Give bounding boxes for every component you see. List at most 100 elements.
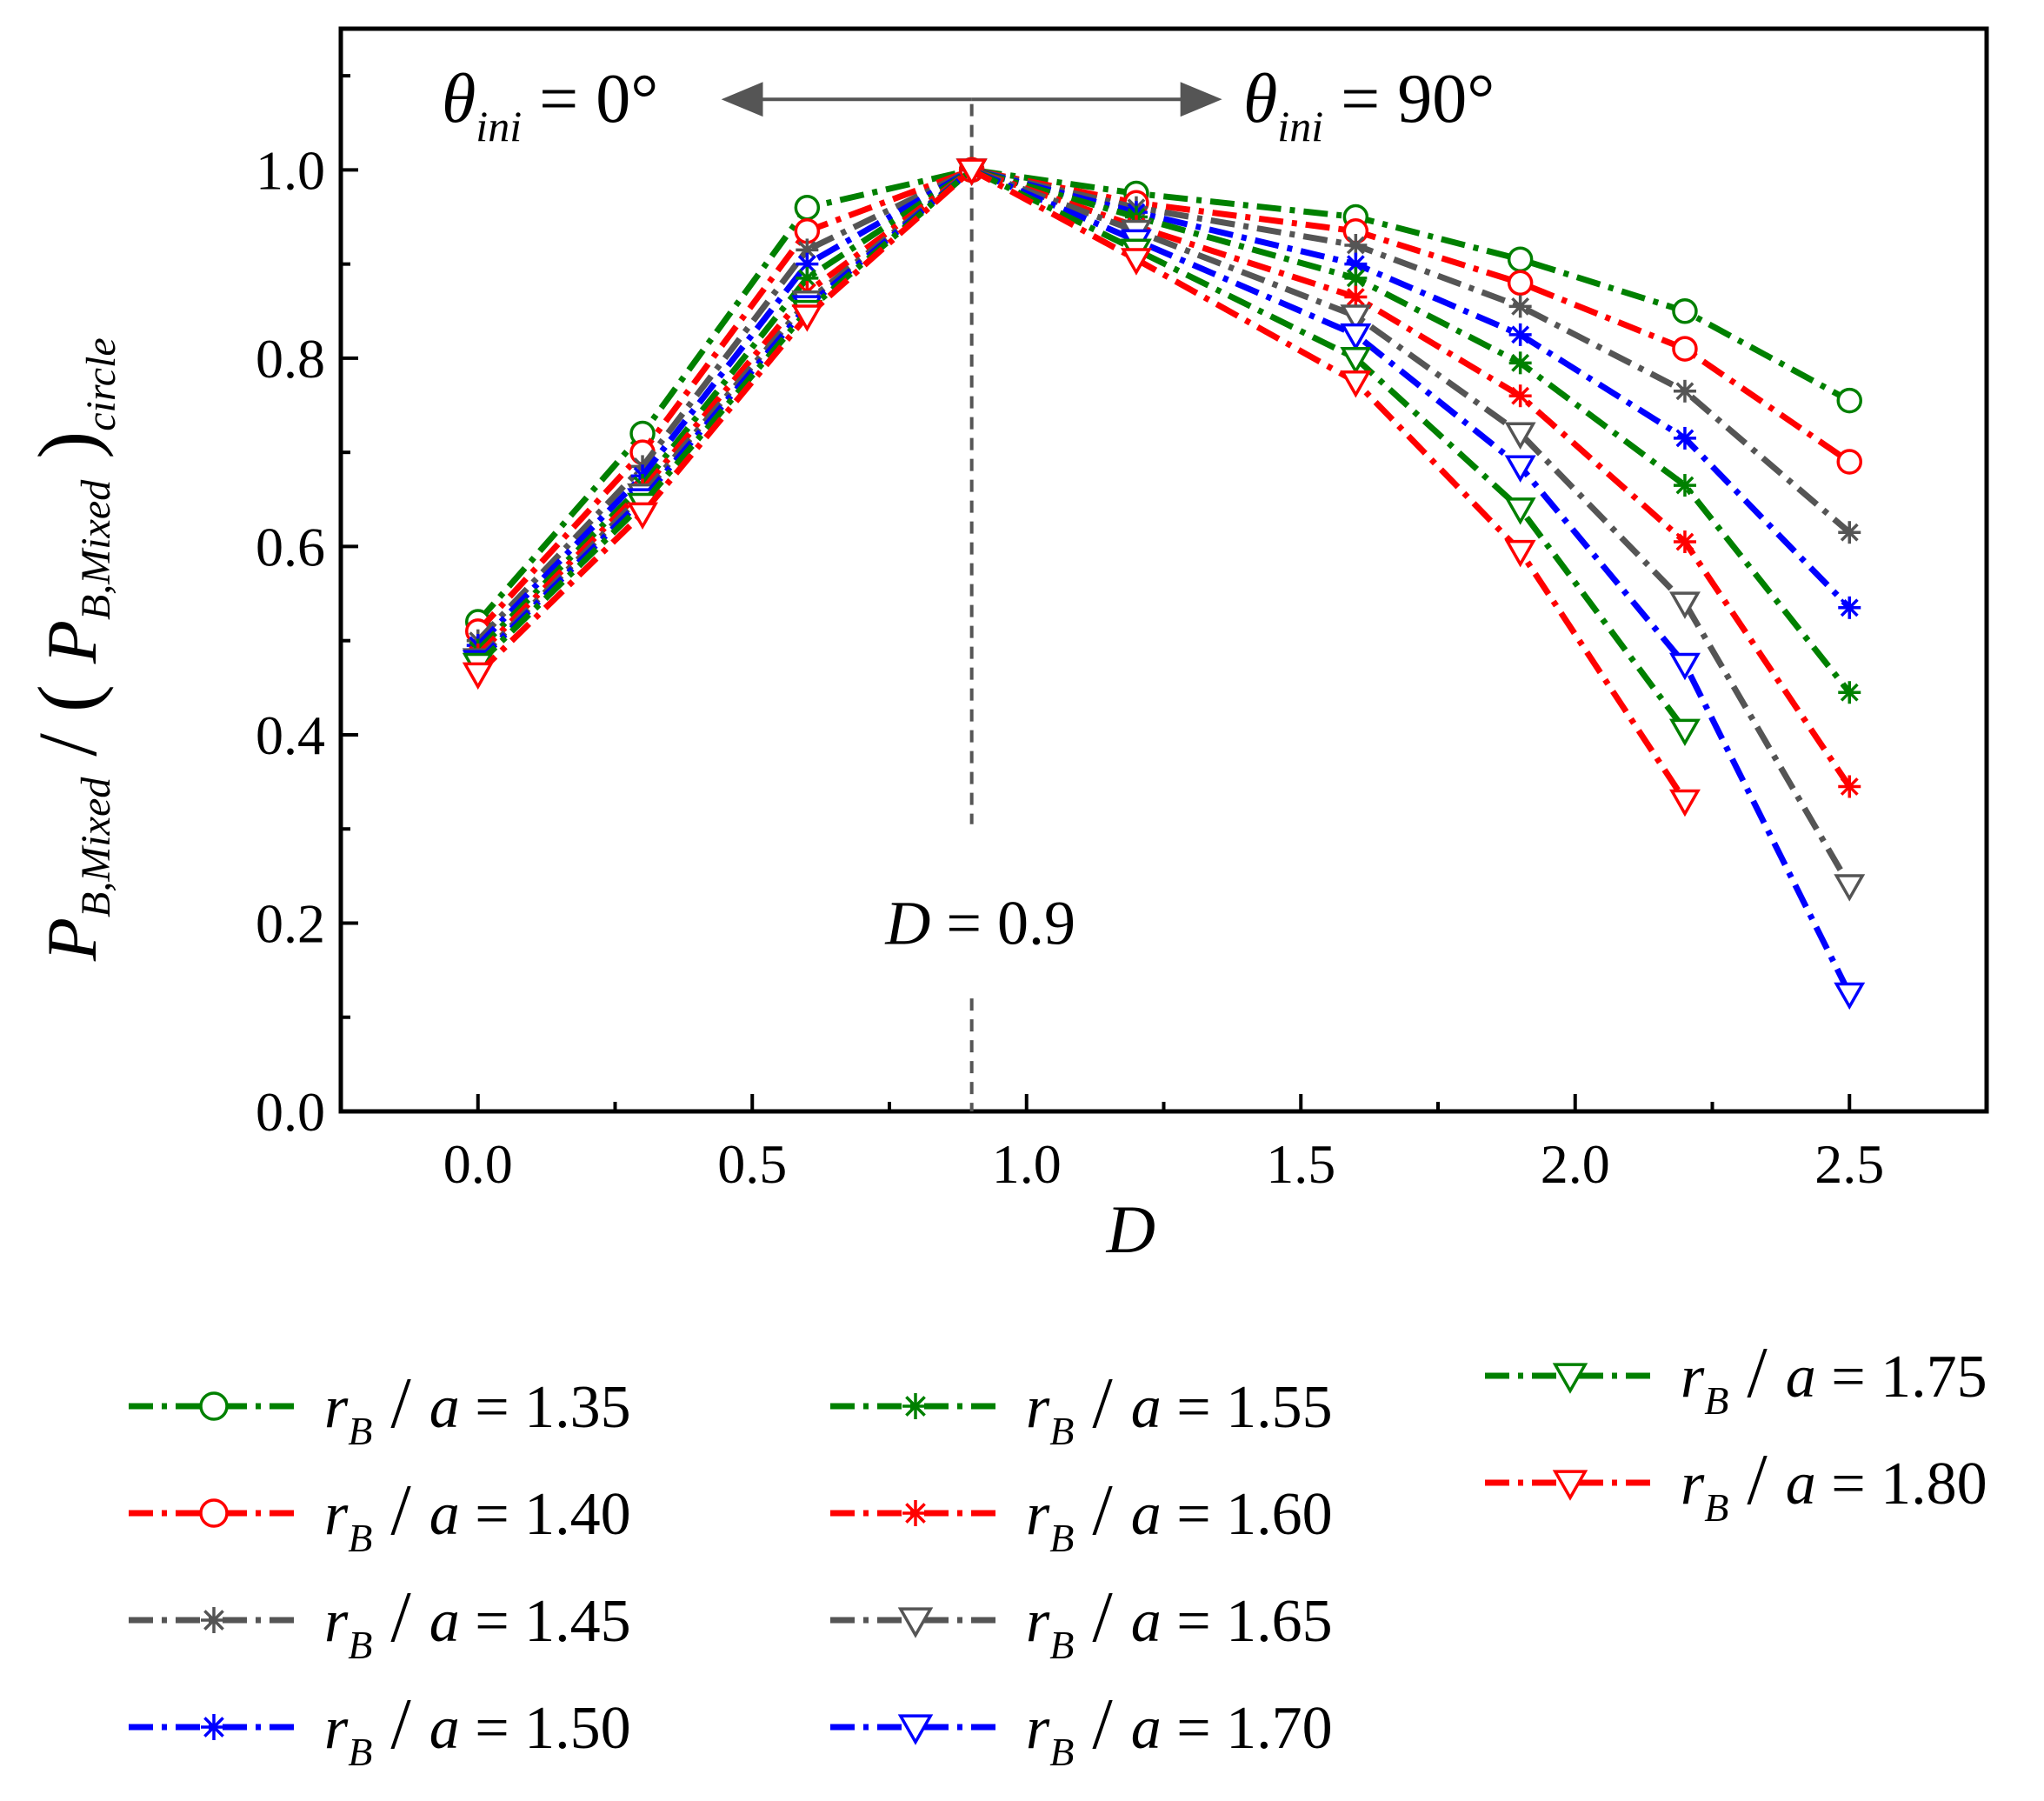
data-point — [1340, 370, 1372, 398]
data-point — [1344, 234, 1368, 257]
data-point — [1668, 789, 1701, 817]
asterisk-stroke — [1675, 476, 1694, 495]
asterisk-stroke — [797, 269, 816, 288]
legend-label: rB / a = 1.65 — [1026, 1577, 1333, 1667]
data-point — [462, 662, 494, 690]
data-point — [1504, 539, 1536, 568]
data-point — [1838, 596, 1861, 619]
asterisk-stroke — [1346, 236, 1365, 255]
series-1.70 — [462, 158, 1866, 1011]
asterisk-stroke — [1346, 288, 1365, 306]
data-point — [1834, 982, 1866, 1011]
x-axis-title: D — [1106, 1191, 1155, 1267]
data-point — [955, 158, 988, 186]
legend-marker — [902, 1393, 929, 1419]
data-point — [1672, 298, 1698, 324]
data-point — [1673, 379, 1696, 403]
data-point — [1340, 346, 1372, 375]
asterisk-stroke — [905, 1396, 926, 1417]
data-point — [1508, 295, 1532, 318]
legend-label: rB / a = 1.75 — [1681, 1332, 1987, 1423]
legend-label: rB / a = 1.40 — [324, 1470, 631, 1560]
legend-marker — [201, 1714, 227, 1740]
asterisk-stroke — [905, 1503, 926, 1524]
asterisk-stroke — [1511, 297, 1530, 316]
y-tick-label: 0.8 — [256, 328, 325, 390]
legend-item: rB / a = 1.65 — [830, 1577, 1333, 1667]
asterisk-stroke — [203, 1610, 224, 1631]
legend-label: rB / a = 1.45 — [324, 1577, 631, 1667]
data-point — [1672, 336, 1698, 362]
data-point — [1508, 323, 1532, 346]
asterisk-stroke — [1675, 382, 1694, 401]
ticks: 0.0 0.5 1.0 1.5 2.0 2.5 0.0 0.2 0.4 0.6 0.8 1.0 D PB,… — [21, 74, 1988, 1267]
legend-marker — [897, 1714, 934, 1745]
legend-marker — [1552, 1470, 1588, 1501]
legend-item: rB / a = 1.40 — [129, 1470, 631, 1560]
y-tick-label: 0.2 — [256, 892, 325, 954]
asterisk-stroke — [1840, 598, 1859, 617]
legend-item: rB / a = 1.55 — [830, 1363, 1333, 1453]
data-point — [1668, 718, 1701, 747]
data-point — [1834, 874, 1866, 902]
series-1.35 — [465, 157, 1862, 635]
asterisk-stroke — [1511, 353, 1530, 372]
legend-item: rB / a = 1.35 — [129, 1363, 631, 1453]
theta-left-label: θini = 0° — [442, 61, 658, 150]
data-point — [1504, 455, 1536, 483]
asterisk-stroke — [1511, 325, 1530, 344]
data-point — [1668, 652, 1701, 681]
data-point — [1504, 422, 1536, 450]
x-tick-label: 0.5 — [717, 1133, 787, 1195]
legend-marker — [199, 1391, 229, 1421]
legend: rB / a = 1.35 rB / a = 1.40 rB / a = 1.45 r… — [129, 1332, 1987, 1774]
y-tick-label: 0.0 — [256, 1081, 325, 1143]
y-tick-label: 0.4 — [256, 704, 325, 766]
series-line — [476, 166, 1853, 887]
series-1.40 — [465, 157, 1862, 644]
legend-item: rB / a = 1.45 — [129, 1577, 631, 1667]
data-point — [1344, 252, 1368, 276]
asterisk-stroke — [1840, 523, 1859, 542]
vline-label: D = 0.9 — [884, 888, 1075, 957]
data-point — [794, 194, 821, 221]
theta-right-label: θini = 90° — [1243, 61, 1495, 150]
data-point — [796, 266, 819, 290]
asterisk-stroke — [1840, 777, 1859, 796]
asterisk-stroke — [797, 240, 816, 259]
data-point — [1836, 449, 1862, 475]
asterisk-stroke — [797, 255, 816, 274]
x-tick-label: 0.0 — [443, 1133, 513, 1195]
legend-item: rB / a = 1.60 — [830, 1470, 1333, 1560]
data-point — [627, 502, 659, 530]
series-line — [476, 166, 1688, 803]
legend-marker — [201, 1607, 227, 1633]
asterisk-stroke — [1346, 255, 1365, 274]
data-point — [1838, 521, 1861, 544]
asterisk-stroke — [203, 1717, 224, 1738]
series-1.65 — [462, 158, 1866, 902]
legend-marker — [897, 1607, 934, 1638]
asterisk-stroke — [1675, 532, 1694, 551]
legend-label: rB / a = 1.55 — [1026, 1363, 1333, 1453]
legend-item: rB / a = 1.75 — [1485, 1332, 1987, 1423]
data-point — [1508, 384, 1532, 408]
y-axis-title: PB,Mixed / ( PB,Mixed )circle — [21, 337, 124, 962]
x-tick-label: 1.5 — [1266, 1133, 1335, 1195]
data-point — [1673, 474, 1696, 497]
data-point — [1340, 304, 1372, 332]
data-point — [1508, 351, 1532, 375]
series-line — [476, 166, 1853, 996]
asterisk-stroke — [1675, 429, 1694, 448]
legend-item: rB / a = 1.50 — [129, 1684, 631, 1774]
data-point — [1344, 285, 1368, 309]
data-point — [1120, 248, 1152, 276]
data-point — [1344, 266, 1368, 290]
y-tick-label: 0.6 — [256, 516, 325, 577]
series-line — [476, 166, 1688, 732]
asterisk-stroke — [1511, 386, 1530, 405]
data-point — [1340, 323, 1372, 351]
legend-label: rB / a = 1.60 — [1026, 1470, 1333, 1560]
series — [462, 157, 1866, 1011]
